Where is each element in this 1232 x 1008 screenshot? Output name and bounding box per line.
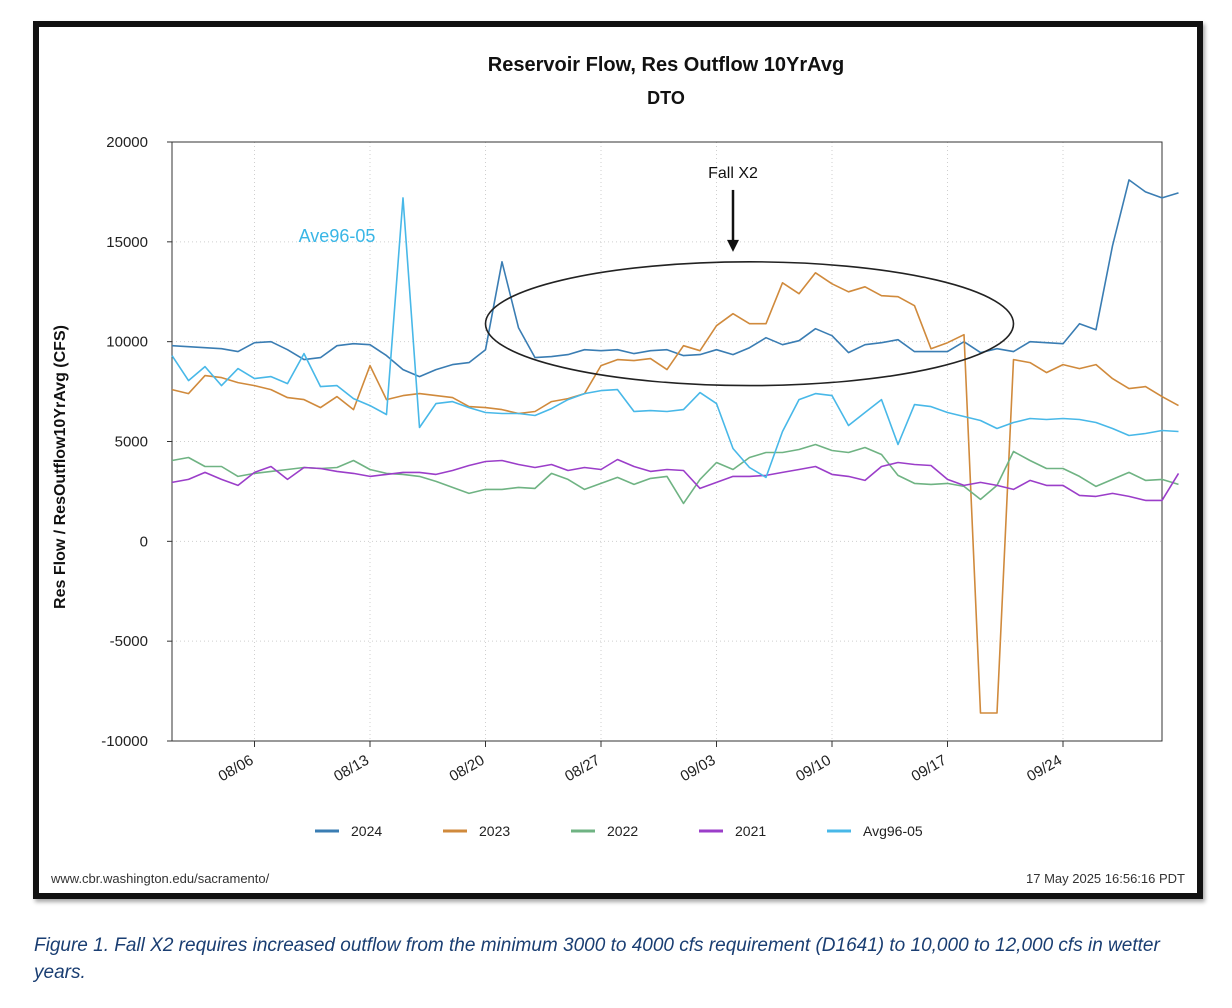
y-tick-label: -10000 xyxy=(101,733,148,750)
y-tick-label: 5000 xyxy=(115,434,148,451)
y-tick-label: 10000 xyxy=(106,334,148,351)
series-line-2024 xyxy=(171,179,1179,378)
series-line-2021 xyxy=(171,458,1180,502)
ave96-05-label: Ave96-05 xyxy=(299,226,376,246)
annotation-layer: Fall X2 Ave96-05 xyxy=(299,165,1015,387)
source-url: www.cbr.washington.edu/sacramento/ xyxy=(51,871,270,886)
ticks-layer: 20000 15000 10000 5000 0 -5000 -10000 08/06 08/1… xyxy=(101,134,1065,785)
chart-title: Reservoir Flow, Res Outflow 10YrAvg xyxy=(488,54,844,76)
x-tick-label: 08/27 xyxy=(562,752,603,785)
chart-frame: Reservoir Flow, Res Outflow 10YrAvg DTO … xyxy=(33,21,1203,899)
y-axis-label: Res Flow / ResOutflow10YrAvg (CFS) xyxy=(52,325,69,609)
x-tick-label: 08/20 xyxy=(446,752,487,785)
legend-label-2022: 2022 xyxy=(607,823,638,839)
series-layer xyxy=(171,179,1180,714)
fall-x2-label: Fall X2 xyxy=(708,165,758,182)
fall-x2-arrow-head xyxy=(727,239,739,252)
series-line-2023 xyxy=(171,272,1179,714)
legend-label-2023: 2023 xyxy=(479,823,510,839)
y-tick-label: 20000 xyxy=(106,134,148,151)
legend: 2024 2023 2022 2021 Avg96-05 xyxy=(315,823,923,839)
x-tick-label: 09/17 xyxy=(908,752,949,785)
y-tick-label: 15000 xyxy=(106,234,148,251)
x-tick-label: 09/10 xyxy=(793,752,834,785)
x-tick-label: 08/06 xyxy=(215,752,256,785)
y-tick-label: -5000 xyxy=(110,633,148,650)
x-tick-label: 09/24 xyxy=(1024,752,1065,785)
series-line-avg96-05 xyxy=(171,197,1179,479)
legend-label-2021: 2021 xyxy=(735,823,766,839)
y-tick-label: 0 xyxy=(140,533,148,550)
reservoir-flow-chart: Reservoir Flow, Res Outflow 10YrAvg DTO … xyxy=(52,54,1180,839)
series-line-2022 xyxy=(171,443,1179,505)
legend-label-avg96-05: Avg96-05 xyxy=(863,823,923,839)
x-tick-label: 09/03 xyxy=(677,752,718,785)
chart-subtitle: DTO xyxy=(647,88,685,108)
figure-caption: Figure 1. Fall X2 requires increased out… xyxy=(34,935,1160,983)
x-tick-label: 08/13 xyxy=(331,752,372,785)
legend-label-2024: 2024 xyxy=(351,823,382,839)
timestamp: 17 May 2025 16:56:16 PDT xyxy=(1026,871,1185,886)
highlight-ellipse xyxy=(484,260,1015,387)
